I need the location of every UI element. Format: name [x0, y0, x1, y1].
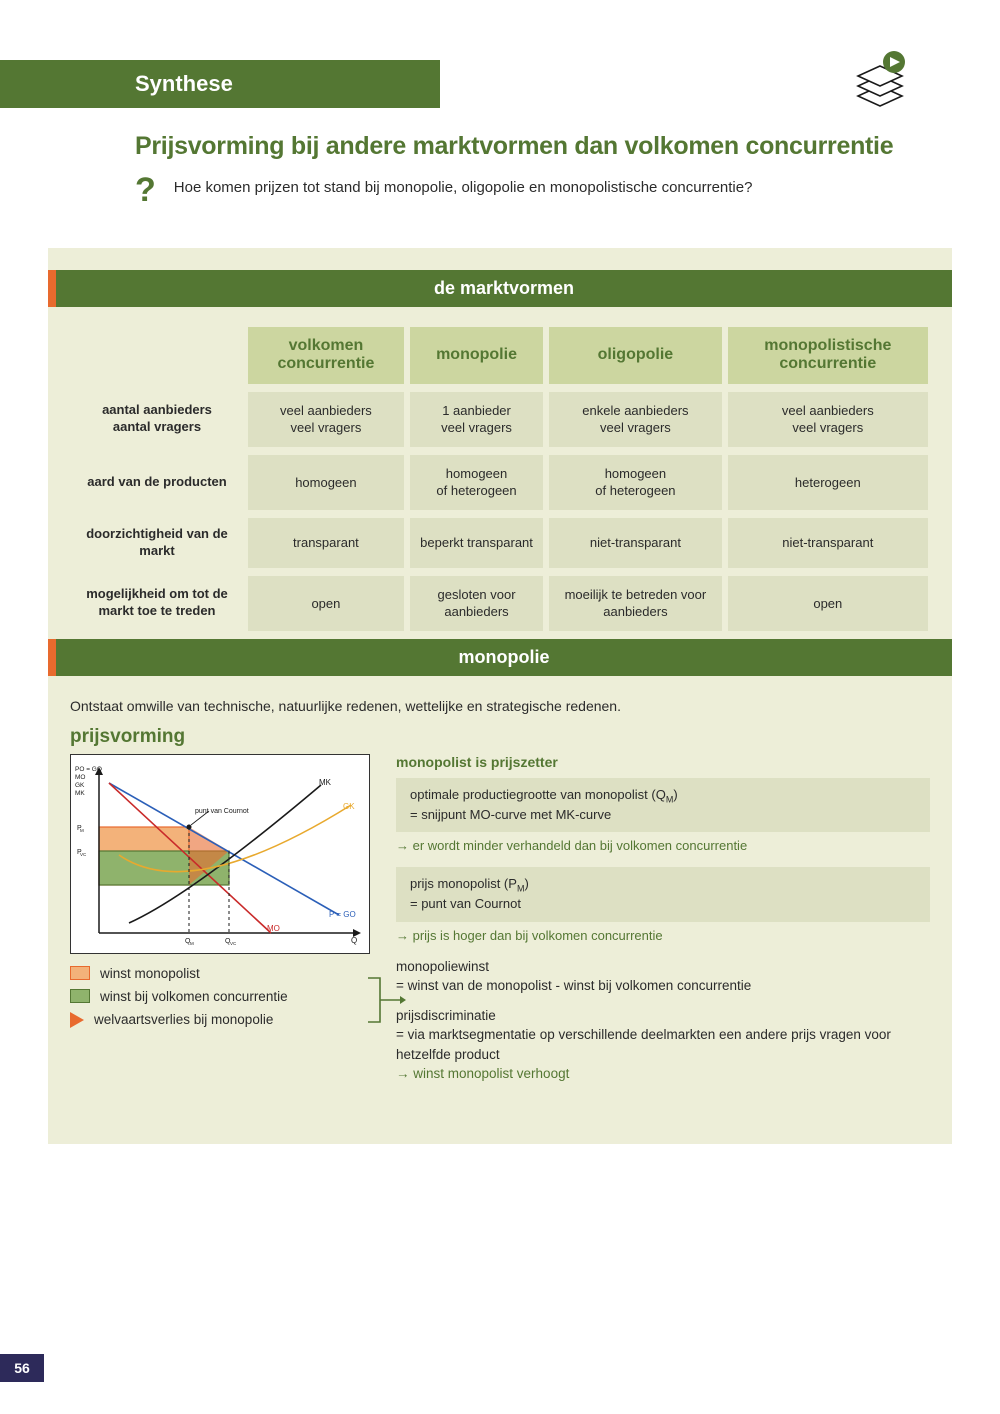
arrow-note-2: → prijs is hoger dan bij volkomen concur…: [396, 928, 930, 943]
svg-text:P = GO: P = GO: [329, 910, 356, 919]
table-cell: niet-transparant: [549, 518, 721, 568]
bracket-arrow-icon: [366, 976, 406, 1026]
box1-text-c: = snijpunt MO-curve met MK-curve: [410, 807, 611, 822]
row-label: doorzichtigheid van de markt: [72, 518, 242, 568]
legend-label: winst bij volkomen concurrentie: [100, 989, 288, 1004]
table-cell: gesloten voor aanbieders: [410, 576, 543, 631]
svg-text:PO = GO: PO = GO: [75, 766, 102, 773]
info-box-pm: prijs monopolist (PM) = punt van Cournot: [396, 867, 930, 921]
def1-title: monopoliewinst: [396, 959, 489, 974]
legend-swatch: [70, 966, 90, 980]
table-cell: moeilijk te betreden voor aanbieders: [549, 576, 721, 631]
legend-item: winst bij volkomen concurrentie: [70, 989, 370, 1004]
box1-text-b: ): [673, 787, 677, 802]
right-heading: monopolist is prijszetter: [396, 754, 930, 770]
table-corner: [72, 327, 242, 384]
svg-text:GK: GK: [343, 802, 355, 811]
table-cell: veel aanbiedersveel vragers: [248, 392, 404, 447]
info-box-qm: optimale productiegrootte van monopolist…: [396, 778, 930, 832]
table-cell: homogeenof heterogeen: [410, 455, 543, 510]
box2-text-a: prijs monopolist (P: [410, 876, 517, 891]
arrow-note-1: → er wordt minder verhandeld dan bij vol…: [396, 838, 930, 853]
row-label: mogelijkheid om tot de markt toe te tred…: [72, 576, 242, 631]
legend-swatch: [70, 989, 90, 1003]
layers-play-icon: [850, 50, 910, 110]
table-cell: open: [248, 576, 404, 631]
col-volkomen: volkomen concurrentie: [248, 327, 404, 384]
section-bar-monopolie: monopolie: [48, 639, 952, 676]
prijsvorming-chart: PO = GOMOGKMKpunt van CournotMKGKP = GOM…: [70, 754, 370, 954]
svg-text:M: M: [80, 828, 84, 833]
table-cell: veel aanbiedersveel vragers: [728, 392, 928, 447]
row-label: aard van de producten: [72, 455, 242, 510]
row-label: aantal aanbiedersaantal vragers: [72, 392, 242, 447]
section-title: de marktvormen: [434, 278, 574, 298]
svg-text:GK: GK: [75, 782, 85, 789]
question-mark-icon: ?: [135, 173, 156, 207]
box2-text-b: ): [524, 876, 528, 891]
svg-text:VC: VC: [80, 852, 87, 857]
legend-item: winst monopolist: [70, 966, 370, 981]
svg-text:punt van Cournot: punt van Cournot: [195, 808, 249, 815]
legend-swatch: [70, 1012, 84, 1028]
def2-body: = via marktsegmentatie op verschillende …: [396, 1027, 891, 1062]
table-cell: niet-transparant: [728, 518, 928, 568]
svg-text:MK: MK: [75, 790, 85, 797]
chart-column: PO = GOMOGKMKpunt van CournotMKGKP = GOM…: [70, 754, 370, 1094]
box2-text-c: = punt van Cournot: [410, 896, 521, 911]
table-row: mogelijkheid om tot de markt toe te tred…: [72, 576, 928, 631]
def-monopoliewinst: monopoliewinst = winst van de monopolist…: [396, 957, 930, 996]
svg-text:VC: VC: [230, 941, 237, 946]
table-row: aantal aanbiedersaantal vragersveel aanb…: [72, 392, 928, 447]
page-title: Prijsvorming bij andere marktvormen dan …: [135, 132, 893, 161]
table-cell: homogeen: [248, 455, 404, 510]
def-prijsdiscriminatie: prijsdiscriminatie = via marktsegmentati…: [396, 1006, 930, 1084]
page: Leerexemplaar Synthese Prijsvorming bij …: [0, 0, 1000, 1414]
svg-text:Q: Q: [351, 936, 357, 945]
def2-arrow: → winst monopolist verhoogt: [396, 1066, 569, 1081]
intro-question-row: ? Hoe komen prijzen tot stand bij monopo…: [135, 175, 752, 207]
def1-body: = winst van de monopolist - winst bij vo…: [396, 978, 751, 993]
table-cell: heterogeen: [728, 455, 928, 510]
col-monopconc: monopolistische concurrentie: [728, 327, 928, 384]
table-cell: open: [728, 576, 928, 631]
legend-label: welvaartsverlies bij monopolie: [94, 1012, 273, 1027]
section-title: monopolie: [459, 647, 550, 667]
legend-label: winst monopolist: [100, 966, 200, 981]
col-oligopolie: oligopolie: [549, 327, 721, 384]
table-cell: homogeenof heterogeen: [549, 455, 721, 510]
svg-text:MO: MO: [75, 774, 85, 781]
intro-question: Hoe komen prijzen tot stand bij monopoli…: [174, 175, 753, 196]
right-column: monopolist is prijszetter optimale produ…: [396, 754, 930, 1094]
marktvormen-table-wrap: volkomen concurrentie monopolie oligopol…: [48, 319, 952, 639]
def2-title: prijsdiscriminatie: [396, 1008, 496, 1023]
content-panel: de marktvormen volkomen concurrentie mon…: [48, 248, 952, 1144]
subheading-prijsvorming: prijsvorming: [48, 718, 952, 754]
section-bar-marktvormen: de marktvormen: [48, 270, 952, 307]
monopolie-intro: Ontstaat omwille van technische, natuurl…: [48, 688, 952, 718]
marktvormen-table: volkomen concurrentie monopolie oligopol…: [66, 319, 934, 639]
table-row: aard van de productenhomogeenhomogeenof …: [72, 455, 928, 510]
table-cell: enkele aanbiedersveel vragers: [549, 392, 721, 447]
section-tab-synthese: Synthese: [0, 60, 440, 108]
chart-legend: winst monopolist winst bij volkomen concu…: [70, 966, 370, 1028]
svg-text:MO: MO: [267, 924, 280, 933]
box1-text-a: optimale productiegrootte van monopolist…: [410, 787, 666, 802]
col-monopolie: monopolie: [410, 327, 543, 384]
table-cell: transparant: [248, 518, 404, 568]
page-number: 56: [0, 1354, 44, 1382]
table-row: doorzichtigheid van de markttransparantb…: [72, 518, 928, 568]
table-cell: beperkt transparant: [410, 518, 543, 568]
chart-and-text-row: PO = GOMOGKMKpunt van CournotMKGKP = GOM…: [48, 754, 952, 1094]
tab-label: Synthese: [135, 71, 233, 97]
table-cell: 1 aanbiederveel vragers: [410, 392, 543, 447]
svg-text:MK: MK: [319, 778, 332, 787]
legend-item: welvaartsverlies bij monopolie: [70, 1012, 370, 1028]
svg-text:M: M: [190, 941, 194, 946]
